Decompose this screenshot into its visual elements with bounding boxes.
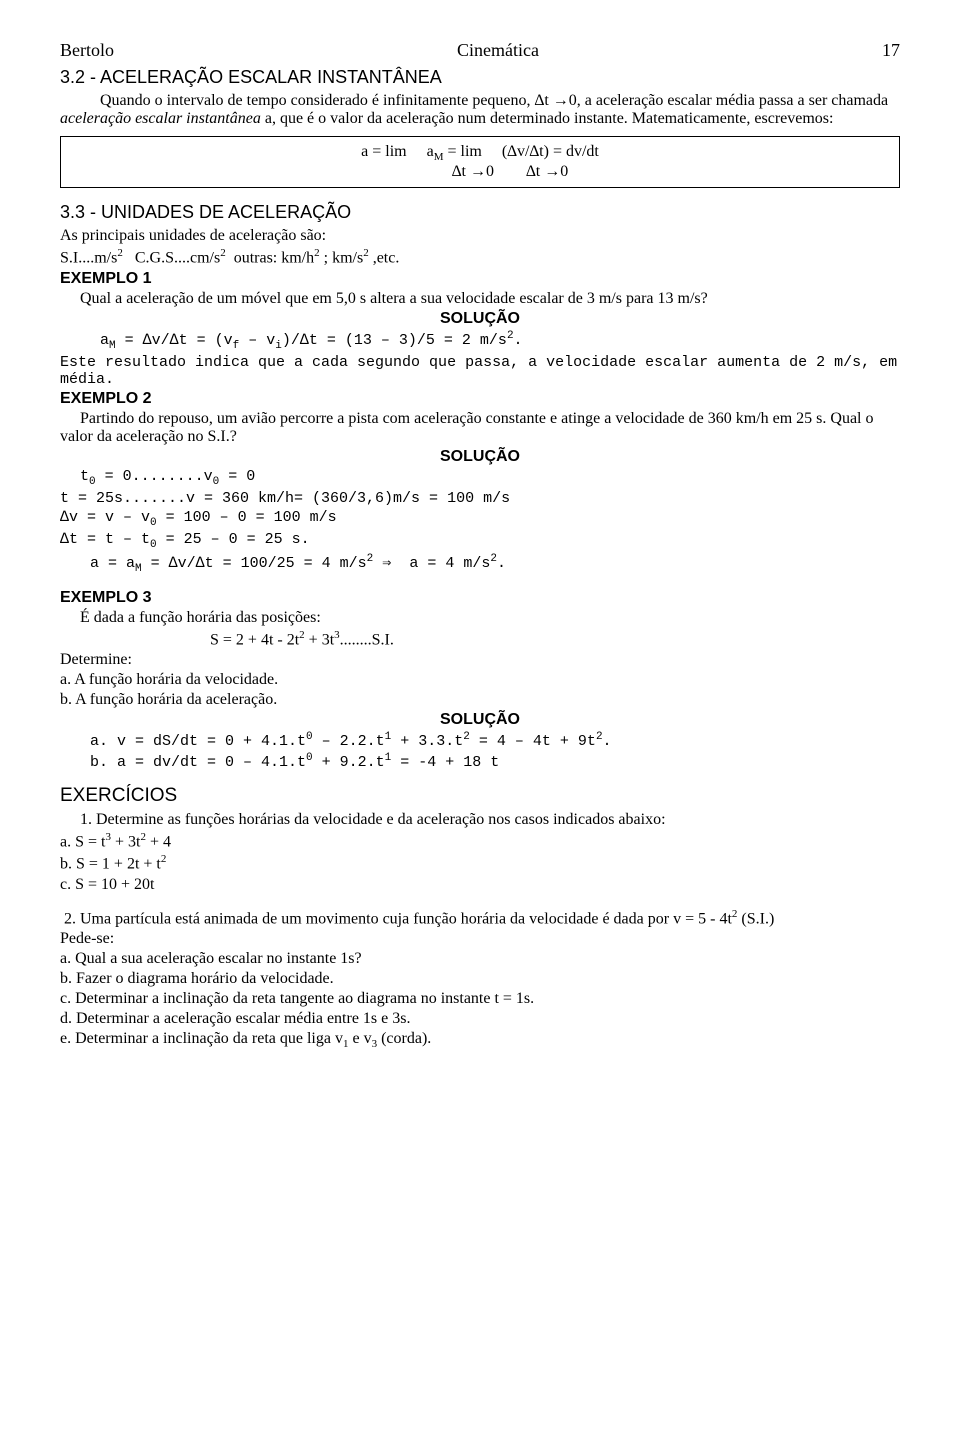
exerc-2-pedese: Pede-se: [60,930,900,948]
header-center: Cinemática [457,40,539,61]
exerc-1a: a. S = t3 + 3t2 + 4 [60,831,900,851]
page-header: Bertolo Cinemática 17 [60,40,900,61]
exemplo-2-sol-2: t = 25s.......v = 360 km/h= (360/3,6)m/s… [60,490,900,507]
exemplo-2-solucao-label: SOLUÇÃO [60,448,900,466]
section-3-3-p1: As principais unidades de aceleração são… [60,227,900,245]
exemplo-2-label: EXEMPLO 2 [60,390,900,408]
exemplo-2-sol-3: ∆v = v – v0 = 100 – 0 = 100 m/s [60,509,900,529]
formula-instant-accel: a = lim aM = lim (∆v/∆t) = dv/dt ∆t →0 ∆… [60,136,900,188]
exerc-2a: a. Qual a sua aceleração escalar no inst… [60,950,900,968]
formula-line-1: a = lim aM = lim (∆v/∆t) = dv/dt [71,143,889,163]
header-right: 17 [882,40,900,61]
exemplo-1-question: Qual a aceleração de um móvel que em 5,0… [60,290,900,308]
exerc-1: 1. Determine as funções horárias da velo… [60,811,900,829]
exemplo-1-label: EXEMPLO 1 [60,270,900,288]
exerc-2b: b. Fazer o diagrama horário da velocidad… [60,970,900,988]
exemplo-3-sol-b: b. a = dv/dt = 0 – 4.1.t0 + 9.2.t1 = -4 … [90,752,900,771]
exemplo-2-sol-4: ∆t = t – t0 = 25 – 0 = 25 s. [60,531,900,551]
exemplo-1-solucao-label: SOLUÇÃO [60,310,900,328]
section-3-3-p2: S.I....m/s2 C.G.S....cm/s2 outras: km/h2… [60,247,900,267]
exerc-2e: e. Determinar a inclinação da reta que l… [60,1030,900,1050]
exemplo-3-solucao-label: SOLUÇÃO [60,711,900,729]
section-3-3-title: 3.3 - UNIDADES DE ACELERAÇÃO [60,202,900,223]
exemplo-3-q1: É dada a função horária das posições: [60,609,900,627]
exerc-2d: d. Determinar a aceleração escalar média… [60,1010,900,1028]
exerc-1c: c. S = 10 + 20t [60,876,900,894]
exemplo-3-determine: Determine: [60,651,900,669]
formula-line-2: ∆t →0 ∆t →0 [71,163,889,181]
exemplo-2-sol-1: t0 = 0........v0 = 0 [80,468,900,488]
exemplo-3-b: b. A função horária da aceleração. [60,691,900,709]
section-3-2-body: Quando o intervalo de tempo considerado … [60,92,900,128]
exemplo-3-a: a. A função horária da velocidade. [60,671,900,689]
exemplo-2-sol-5: a = aM = ∆v/∆t = 100/25 = 4 m/s2 ⇒ a = 4… [90,553,900,575]
exemplo-3-q2: S = 2 + 4t - 2t2 + 3t3........S.I. [210,629,900,649]
exerc-2: 2. Uma partícula está animada de um movi… [60,908,900,928]
exemplo-2-question: Partindo do repouso, um avião percorre a… [60,410,900,446]
exemplo-3-sol-a: a. v = dS/dt = 0 + 4.1.t0 – 2.2.t1 + 3.3… [90,731,900,750]
exemplo-1-sol-1: aM = ∆v/∆t = (vf – vi)/∆t = (13 – 3)/5 =… [100,330,900,352]
section-3-2-title: 3.2 - ACELERAÇÃO ESCALAR INSTANTÂNEA [60,67,900,88]
exerc-1b: b. S = 1 + 2t + t2 [60,853,900,873]
header-left: Bertolo [60,40,114,61]
exemplo-3-label: EXEMPLO 3 [60,589,900,607]
exerc-2c: c. Determinar a inclinação da reta tange… [60,990,900,1008]
exercicios-title: EXERCÍCIOS [60,785,900,807]
exemplo-1-sol-2: Este resultado indica que a cada segundo… [60,354,900,388]
